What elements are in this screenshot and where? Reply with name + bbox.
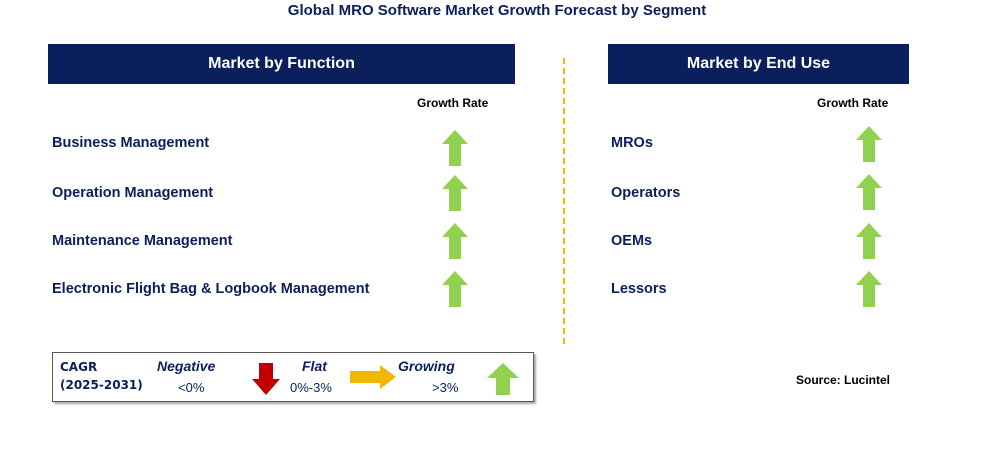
end-use-item-label: MROs [611,135,653,151]
function-growth-rate-label: Growth Rate [417,96,489,110]
function-item-label: Maintenance Management [52,233,233,249]
panel-divider [563,58,565,344]
growth-up-arrow-icon [856,174,882,210]
growing-up-arrow-icon [487,363,519,395]
growth-up-arrow-icon [442,130,468,166]
legend-flat-label: Flat [302,358,327,374]
legend-negative-range: <0% [178,380,205,395]
legend-growing-label: Growing [398,358,455,374]
growth-up-arrow-icon [856,223,882,259]
growth-up-arrow-icon [856,126,882,162]
end-use-header: Market by End Use [608,44,909,84]
legend-flat-range: 0%-3% [290,380,332,395]
page-title: Global MRO Software Market Growth Foreca… [287,2,707,19]
function-header: Market by Function [48,44,515,84]
function-item-label: Operation Management [52,185,214,201]
flat-right-arrow-icon [350,365,396,389]
growth-up-arrow-icon [442,271,468,307]
legend-period-label: (2025-2031) [60,378,143,392]
legend-negative-label: Negative [157,358,216,374]
function-item-label: Business Management [52,135,210,151]
legend-cagr-label: CAGR [60,360,98,374]
end-use-item-label: Operators [611,185,681,201]
cagr-legend [52,352,534,402]
end-use-item-label: Lessors [611,281,667,297]
negative-down-arrow-icon [252,363,280,395]
source-note: Source: Lucintel [796,373,891,387]
growth-up-arrow-icon [442,175,468,211]
growth-up-arrow-icon [856,271,882,307]
legend-growing-range: >3% [432,380,459,395]
end-use-item-label: OEMs [611,233,653,249]
growth-up-arrow-icon [442,223,468,259]
function-item-label: Electronic Flight Bag & Logbook Manageme… [52,281,370,297]
end-use-growth-rate-label: Growth Rate [817,96,889,110]
